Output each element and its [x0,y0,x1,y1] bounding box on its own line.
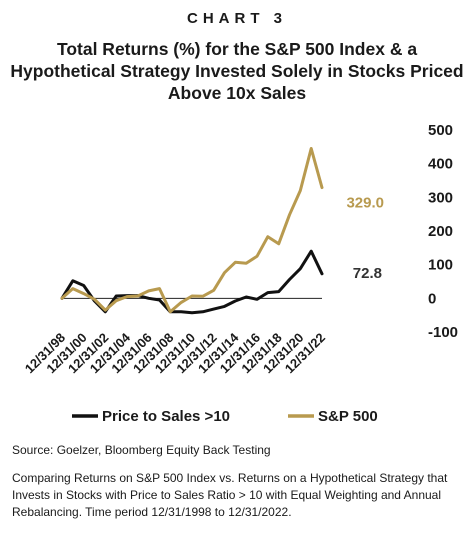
y-tick-label: 100 [428,257,453,274]
series-line-sp500 [60,147,324,314]
chart-kicker: CHART 3 [186,10,287,27]
legend-label: S&P 500 [318,408,378,425]
end-value-label: 72.8 [353,265,382,282]
y-tick-label: 0 [428,290,436,307]
y-tick-label: -100 [428,324,458,341]
y-tick-label: 300 [428,189,453,206]
end-value-label: 329.0 [346,195,384,212]
y-tick-label: 500 [428,122,453,139]
chart-title: Total Returns (%) for the S&P 500 Index … [10,39,464,103]
series-line-price-to-sales [60,249,324,315]
legend-label: Price to Sales >10 [102,408,230,425]
y-tick-label: 400 [428,156,453,173]
y-tick-label: 200 [428,223,453,240]
source-note: Source: Goelzer, Bloomberg Equity Back T… [12,443,271,457]
line-chart: -100010020030040050012/31/9812/31/0012/3… [22,122,458,425]
methodology-note: Comparing Returns on S&P 500 Index vs. R… [12,471,448,519]
